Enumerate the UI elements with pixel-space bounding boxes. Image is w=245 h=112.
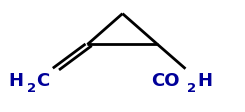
Text: 2: 2 (27, 81, 36, 94)
Text: H: H (9, 71, 24, 89)
Text: 2: 2 (187, 81, 196, 94)
Text: H: H (197, 71, 212, 89)
Text: CO: CO (152, 71, 180, 89)
Text: C: C (37, 71, 50, 89)
